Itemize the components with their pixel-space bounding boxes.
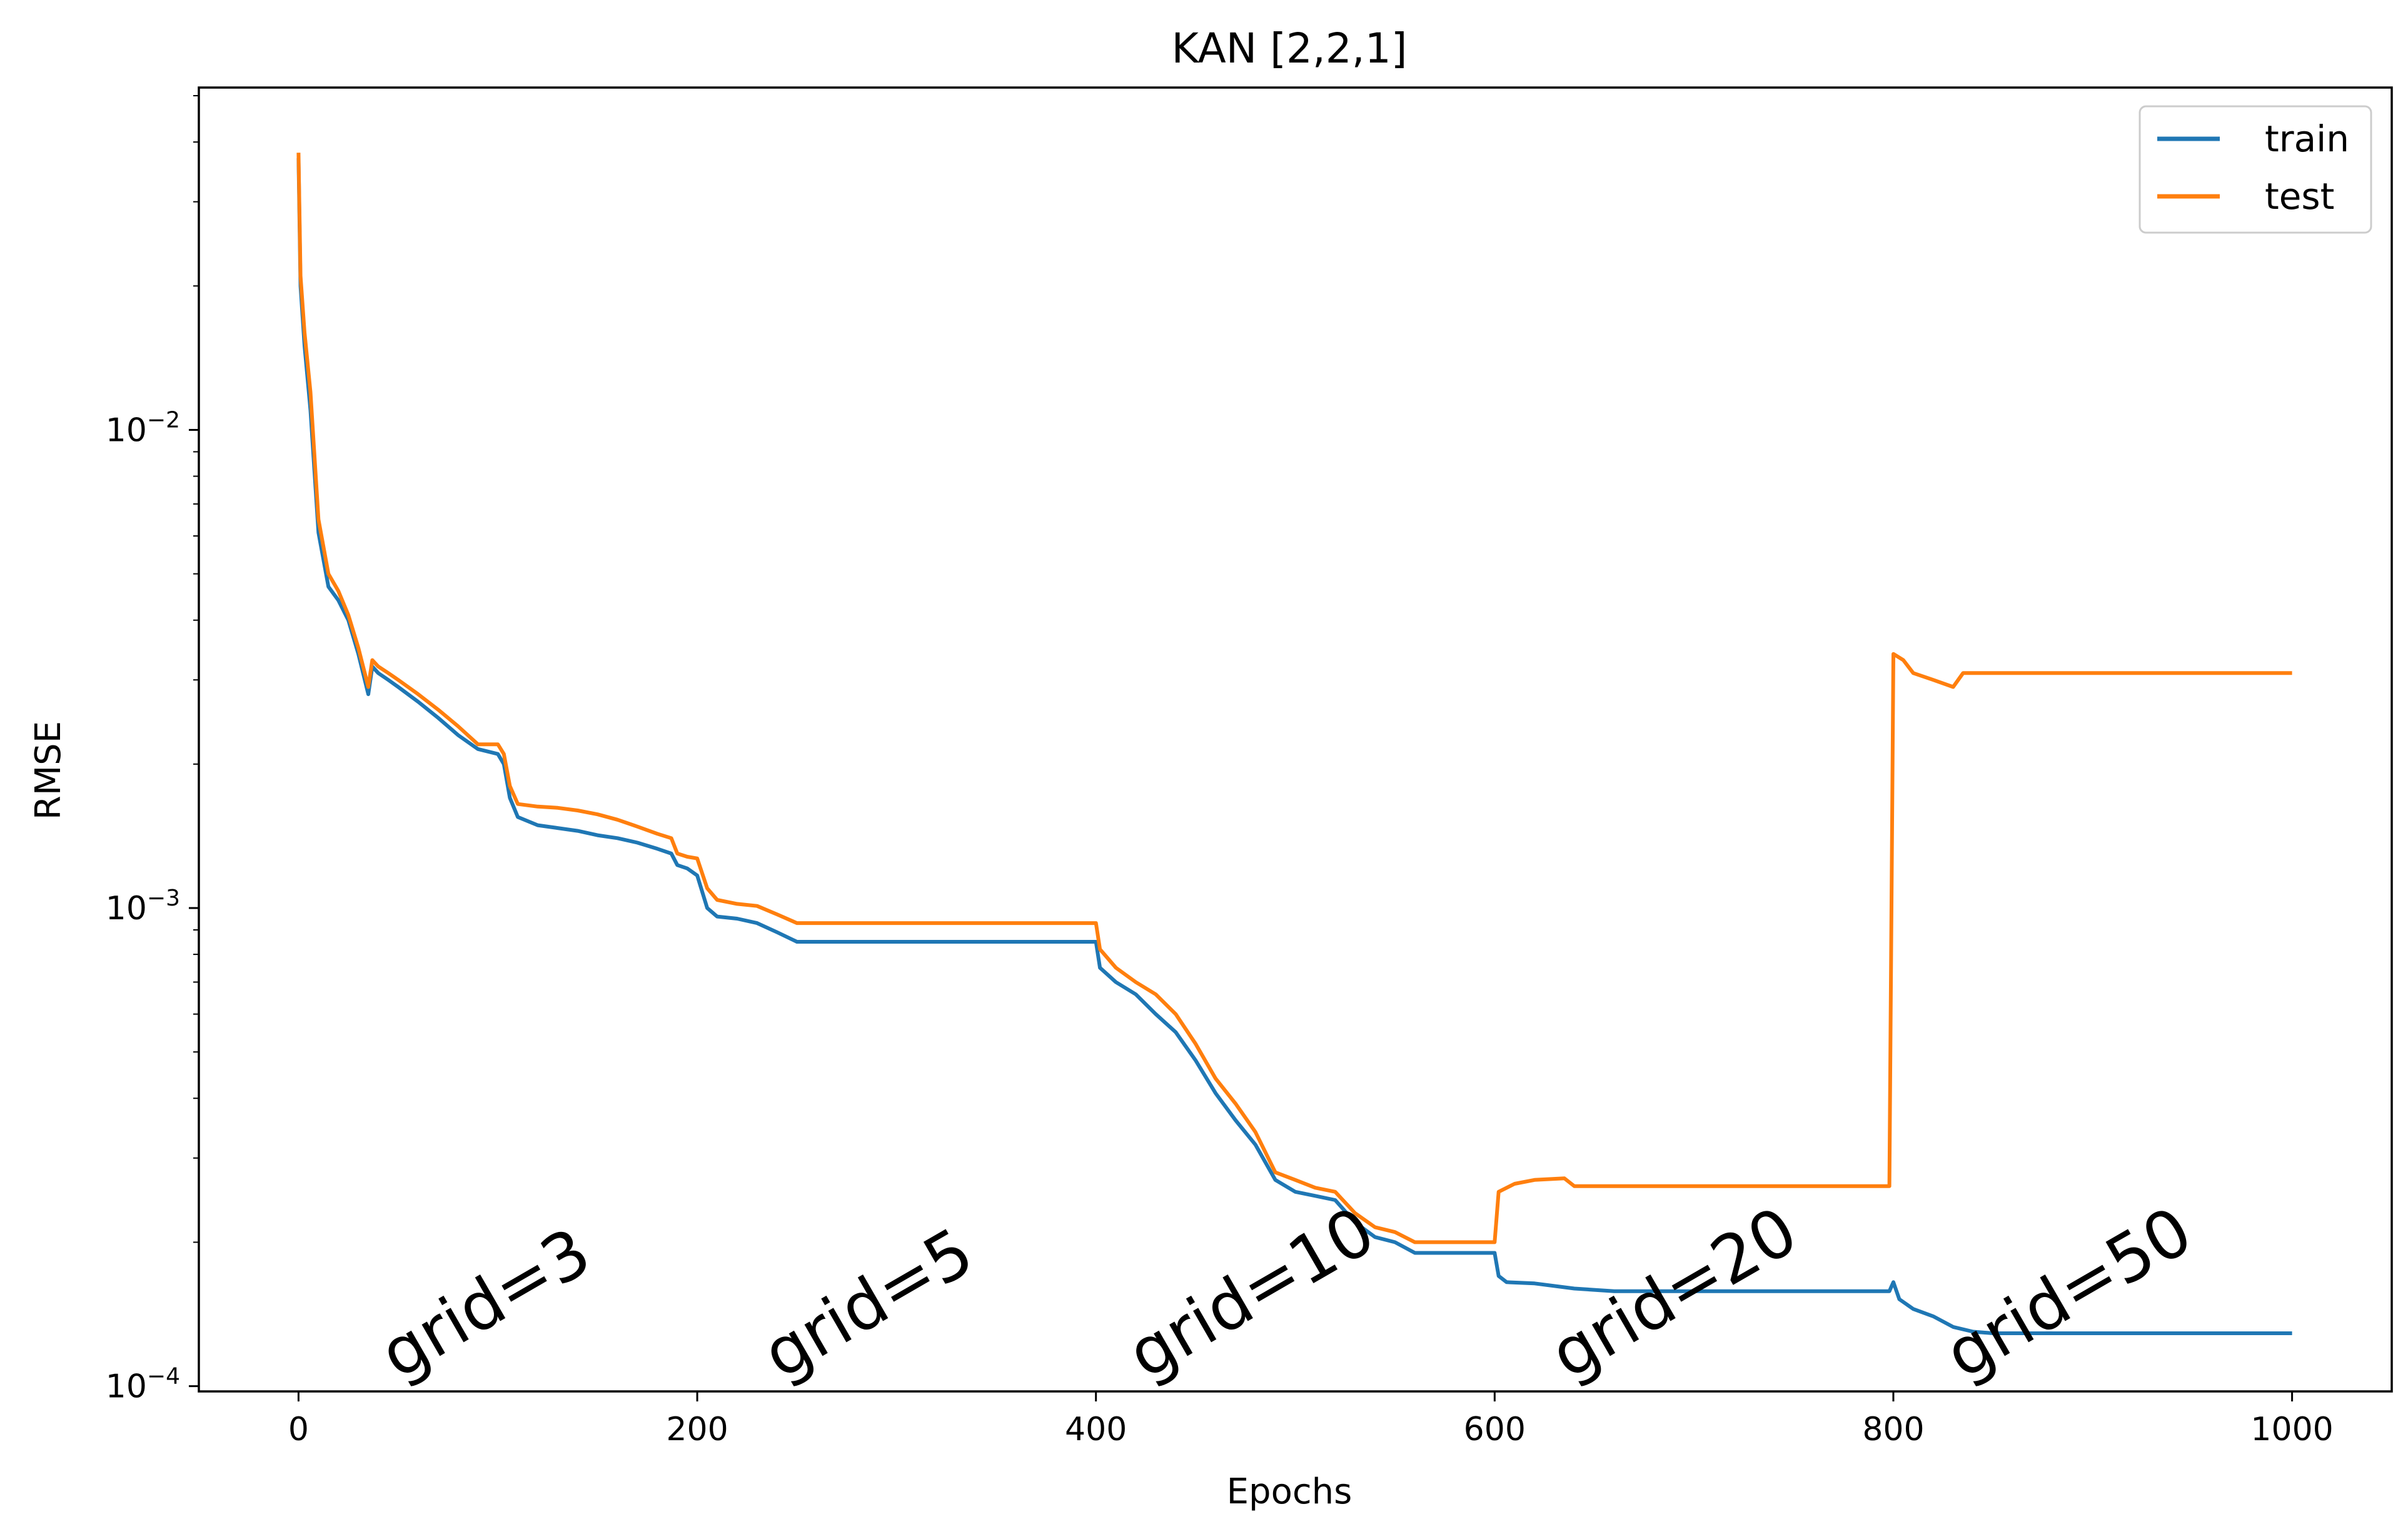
series-line-train — [296, 158, 2292, 1335]
x-tick-label: 400 — [1065, 1411, 1127, 1448]
y-tick-label: 10−4 — [106, 1364, 180, 1406]
x-tick-label: 0 — [288, 1411, 309, 1448]
x-tick-label: 600 — [1464, 1411, 1526, 1448]
series-layer — [296, 153, 2292, 1335]
legend-label-test: test — [2265, 175, 2334, 218]
x-axis: 0 200 400 600 800 1000 — [288, 1391, 2334, 1448]
y-axis-label: RMSE — [28, 721, 69, 820]
chart-title: KAN [2,2,1] — [1171, 24, 1407, 73]
y-axis: 10−4 10−3 10−2 — [106, 95, 199, 1406]
y-tick-label: 10−3 — [106, 886, 180, 927]
series-line-test — [296, 153, 2292, 1244]
plot-frame — [198, 86, 2393, 1393]
x-tick-label: 1000 — [2250, 1411, 2333, 1448]
legend-label-train: train — [2265, 118, 2349, 160]
x-axis-label: Epochs — [1227, 1471, 1353, 1512]
y-tick-label: 10−2 — [106, 407, 180, 449]
x-tick-label: 200 — [666, 1411, 728, 1448]
x-tick-label: 800 — [1862, 1411, 1924, 1448]
legend: train test — [2138, 105, 2372, 234]
